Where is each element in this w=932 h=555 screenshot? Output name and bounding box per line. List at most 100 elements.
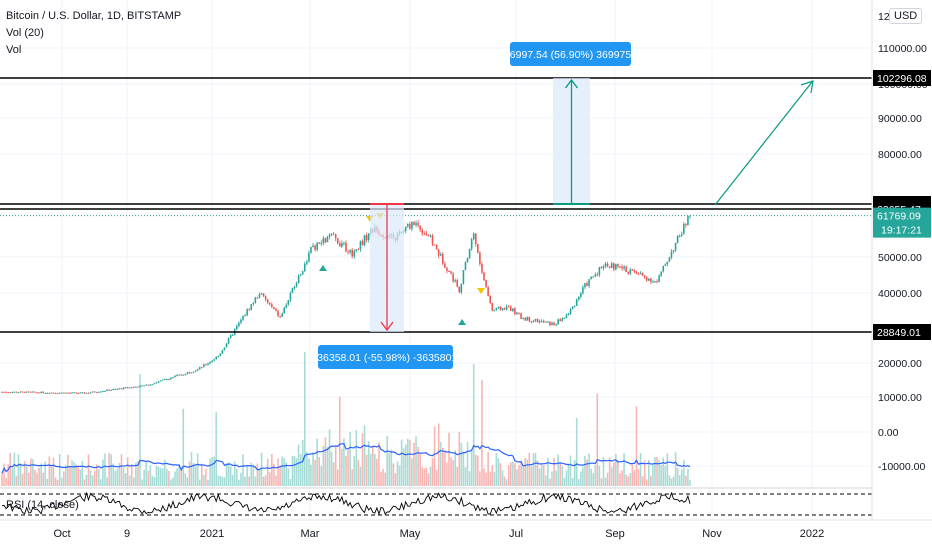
candle-body <box>448 270 450 272</box>
candle-body <box>7 392 9 394</box>
time-axis[interactable]: Oct 9 2021 Mar May Jul Sep Nov 2022 <box>0 519 932 540</box>
candle-body <box>481 264 483 273</box>
candle-body <box>324 238 327 243</box>
volume-bar <box>448 432 450 486</box>
volume-bar <box>231 474 234 486</box>
volume-bar <box>264 475 267 486</box>
volume-bar <box>120 454 123 486</box>
candle-body <box>522 318 524 320</box>
volume-bar <box>194 466 197 486</box>
volume-bar <box>394 473 397 486</box>
candle-body <box>479 252 481 265</box>
volume-bar <box>641 476 644 486</box>
candle-body <box>182 374 185 376</box>
candle-body <box>590 276 592 280</box>
time-tick-label: Mar <box>301 528 320 540</box>
volume-bar <box>466 442 469 486</box>
candle-body <box>153 383 156 385</box>
volume-bar <box>600 478 603 486</box>
candle-body <box>79 392 82 394</box>
volume-bar <box>314 459 316 486</box>
candle-body <box>250 304 253 311</box>
volume-bar <box>165 468 168 486</box>
volume-bar <box>382 468 384 486</box>
grid <box>0 0 872 520</box>
time-tick-label: Oct <box>53 528 70 540</box>
volume-bar <box>318 457 321 486</box>
volume-bar <box>112 463 115 486</box>
volume-ma-path <box>1 443 691 474</box>
candle-body <box>662 265 665 272</box>
candle-body <box>487 287 489 296</box>
candle-body <box>273 307 275 309</box>
volume-bar <box>631 464 634 486</box>
candle-body <box>141 385 143 387</box>
candle-body <box>406 223 409 227</box>
candle-body <box>512 308 514 311</box>
indicator-vol20[interactable]: Vol (20) <box>6 27 44 39</box>
last-price-label: 61769.09 <box>877 211 921 223</box>
volume-bar <box>450 456 452 486</box>
candle-body <box>683 223 685 235</box>
candle-body <box>608 266 611 268</box>
symbol-title[interactable]: Bitcoin / U.S. Dollar, 1D, BITSTAMP <box>6 10 182 22</box>
volume-bar <box>648 460 650 486</box>
candle-body <box>13 391 16 393</box>
candle-body <box>275 308 277 311</box>
measure-tools[interactable]: 36997.54 (56.90%) 3699754 -36358.01 (-55.… <box>314 42 814 369</box>
candle-body <box>248 309 250 311</box>
volume-bar <box>612 462 615 486</box>
candle-body <box>444 263 446 268</box>
volume-bar <box>670 478 673 486</box>
candle-body <box>561 318 564 322</box>
candle-body <box>110 389 112 391</box>
currency-button[interactable]: USD <box>889 8 923 24</box>
volume-bar <box>454 450 456 486</box>
volume-bar <box>363 425 366 486</box>
volume-bar <box>378 442 380 486</box>
candle-body <box>159 380 162 382</box>
candle-body <box>139 385 141 388</box>
horizontal-levels[interactable] <box>0 77 872 333</box>
volume-bar <box>15 475 18 486</box>
candle-body <box>89 392 92 394</box>
volume-bar <box>139 374 141 486</box>
volume-bar <box>236 468 238 486</box>
candle-body <box>112 389 115 391</box>
volume-bar <box>9 452 12 486</box>
measure-down-label: -36358.01 (-55.98%) -3635801 <box>314 352 458 364</box>
volume-bar <box>645 479 648 486</box>
volume-bar <box>184 473 187 486</box>
indicator-vol[interactable]: Vol <box>6 44 22 56</box>
volume-bar <box>540 464 543 486</box>
price-axis[interactable]: 110000.00100000.0090000.0080000.0050000.… <box>871 0 931 520</box>
volume-bar <box>349 431 351 486</box>
volume-bar <box>594 465 597 486</box>
volume-bar <box>5 477 7 486</box>
volume-bar <box>602 456 605 486</box>
volume-bar <box>297 444 300 486</box>
time-tick-label: Sep <box>605 528 625 540</box>
candle-body <box>209 362 211 364</box>
volume-bar <box>291 455 294 486</box>
volume-bar <box>95 464 98 486</box>
price-tick-label: 40000.00 <box>878 288 922 300</box>
candle-body <box>580 293 582 298</box>
volume-bar <box>256 463 259 486</box>
volume-bar <box>252 464 255 486</box>
candle-body <box>435 244 438 250</box>
candle-body <box>147 384 150 386</box>
volume-bar <box>213 456 215 486</box>
candle-body <box>678 235 681 237</box>
candle-body <box>606 263 609 267</box>
volume-bar <box>569 455 572 486</box>
volume-bar <box>324 437 327 486</box>
candle-body <box>621 266 623 269</box>
volume-bar <box>365 454 368 486</box>
volume-bar <box>13 452 16 486</box>
volume-bar <box>225 463 228 486</box>
volume-bar <box>322 445 325 486</box>
candle-body <box>477 243 479 253</box>
